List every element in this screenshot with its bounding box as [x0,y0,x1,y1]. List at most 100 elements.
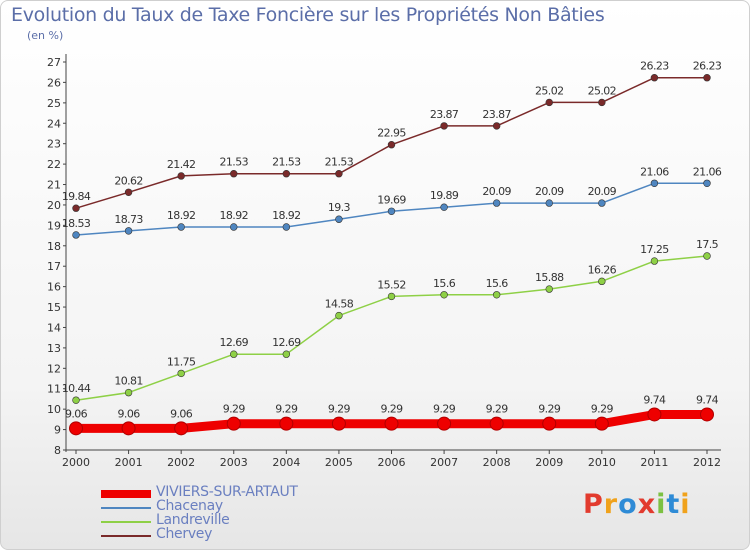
data-label: 20.09 [482,185,511,198]
y-tick-label: 17 [47,260,61,273]
legend-swatch [101,507,151,509]
legend-swatch [101,535,151,537]
y-tick-label: 23 [47,138,61,151]
data-label: 18.73 [114,213,143,226]
data-label: 20.09 [588,185,617,198]
data-label: 18.53 [62,217,91,230]
data-label: 26.23 [693,60,722,73]
data-point [177,369,185,378]
y-tick-label: 19 [47,219,61,232]
data-point [384,416,399,431]
x-tick-label: 2004 [272,456,300,469]
series-chacenay: 18.53 18.73 18.92 18.92 18.92 19.3 19.69 19.89 2… [62,165,722,239]
unit-label: (en %) [27,29,64,42]
data-point [335,215,343,223]
y-tick-label: 12 [47,362,61,375]
data-label: 21.53 [272,156,301,169]
y-tick-label: 20 [47,199,61,212]
data-point [492,122,501,130]
data-label: 9.29 [275,403,298,416]
data-point [335,311,343,320]
y-tick-label: 14 [47,321,61,334]
data-point [542,416,557,431]
data-point [226,416,241,431]
y-tick-label: 24 [47,117,61,130]
data-label: 18.92 [220,209,249,222]
x-tick-label: 2010 [588,456,616,469]
data-label: 19.3 [328,201,351,214]
data-point [124,188,133,196]
data-label: 9.06 [118,407,141,420]
x-tick-label: 2001 [115,456,143,469]
data-label: 9.06 [170,407,193,420]
data-point [594,416,609,431]
x-tick-label: 2011 [640,456,668,469]
x-tick-label: 2002 [167,456,195,469]
proxiti-logo: Proxiti [583,489,691,520]
data-label: 9.74 [696,393,719,406]
data-point [440,203,448,211]
data-label: 23.87 [482,108,511,121]
data-label: 17.5 [696,238,719,251]
data-label: 19.89 [430,189,459,202]
data-label: 14.58 [325,298,354,311]
data-label: 9.29 [223,403,246,416]
data-label: 20.09 [535,185,564,198]
data-label: 17.25 [640,243,669,256]
y-tick-label: 9 [54,424,61,437]
data-label: 10.81 [114,375,143,388]
data-label: 21.06 [640,165,669,178]
data-label: 19.69 [377,193,406,206]
y-tick-label: 27 [47,56,61,69]
data-point [230,350,238,358]
data-point [230,223,238,231]
data-point [440,291,448,299]
data-point [703,74,711,82]
series-chervey: 19.84 20.62 21.42 21.53 21.53 21.53 22.95 23.87… [62,60,722,212]
y-tick-label: 25 [47,97,61,110]
data-point [174,421,189,436]
data-point [121,421,136,436]
data-label: 9.29 [433,403,456,416]
data-label: 9.29 [486,403,509,416]
x-tick-label: 2000 [62,456,90,469]
y-tick-label: 16 [47,281,61,294]
y-tick-label: 15 [47,301,61,314]
y-tick-label: 10 [47,403,61,416]
data-point [72,231,80,239]
data-label: 12.69 [272,336,301,349]
data-point [700,407,714,422]
data-label: 20.62 [114,174,143,187]
data-point [282,170,291,178]
data-point [230,170,238,178]
y-tick-label: 21 [47,179,61,192]
data-label: 12.69 [220,336,249,349]
data-label: 18.92 [272,209,301,222]
data-label: 26.23 [640,60,669,73]
data-label: 15.6 [433,277,456,290]
data-point [72,396,80,404]
data-label: 23.87 [430,108,459,121]
data-point [124,388,133,397]
data-label: 9.29 [538,403,561,416]
data-point [492,291,501,299]
data-label: 25.02 [588,84,617,97]
data-label: 9.29 [328,403,351,416]
y-tick-label: 8 [54,444,61,457]
data-label: 9.29 [591,403,614,416]
data-point [177,172,185,180]
data-point [598,199,606,207]
data-point [437,416,452,431]
data-label: 15.6 [486,277,509,290]
data-point [440,122,448,130]
y-tick-label: 26 [47,76,61,89]
data-label: 15.88 [535,271,564,284]
legend-label: VIVIERS-SUR-ARTAUT [156,484,298,500]
data-point [492,199,501,207]
series-viviers-sur-artaut: 9.06 9.06 9.06 9.29 9.29 9.29 9.29 9.29 9.29 9.29… [65,393,719,436]
data-label: 9.29 [380,403,403,416]
data-point [545,98,553,107]
data-label: 21.42 [167,158,196,171]
data-point [387,292,396,301]
